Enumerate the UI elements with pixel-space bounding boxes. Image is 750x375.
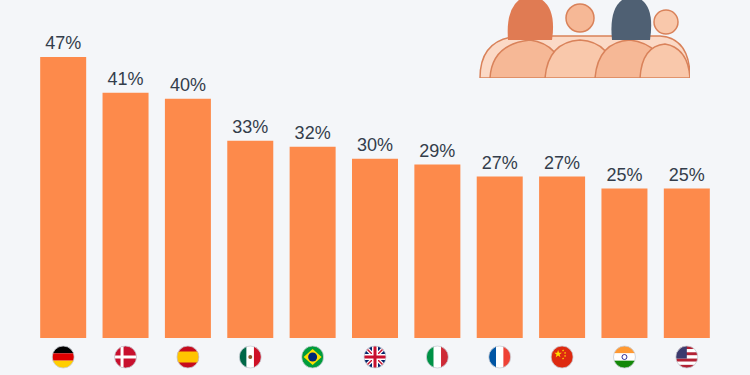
svg-text:41%: 41% [108, 69, 144, 89]
svg-text:32%: 32% [295, 123, 331, 143]
svg-text:33%: 33% [232, 117, 268, 137]
svg-text:25%: 25% [669, 165, 705, 185]
svg-text:27%: 27% [482, 153, 518, 173]
svg-text:40%: 40% [170, 75, 206, 95]
svg-text:25%: 25% [606, 165, 642, 185]
svg-text:47%: 47% [45, 33, 81, 53]
svg-text:30%: 30% [357, 135, 393, 155]
svg-text:29%: 29% [419, 141, 455, 161]
svg-text:27%: 27% [544, 153, 580, 173]
